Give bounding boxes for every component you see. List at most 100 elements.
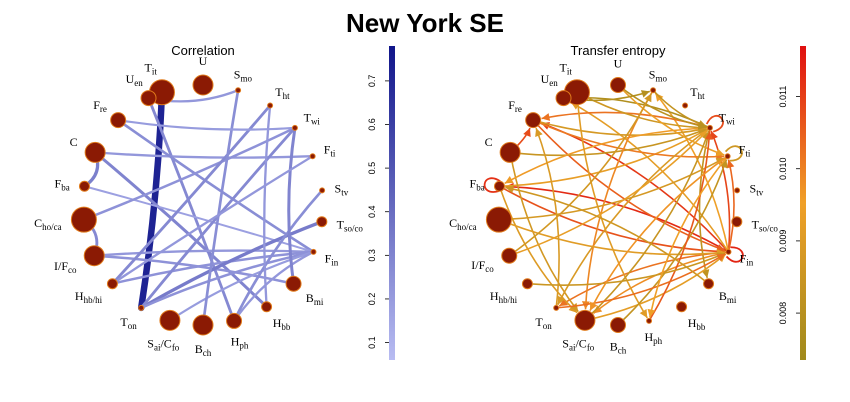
- label-base: H: [231, 335, 240, 349]
- transfer-edge-tit-hph-arrowhead: [639, 308, 648, 318]
- label-base: S: [562, 336, 569, 350]
- transfer-edge-bch-fti: [617, 159, 728, 326]
- label-base: C: [70, 135, 78, 149]
- transfer-node-bmi: [703, 278, 715, 290]
- transfer-node-u: [610, 77, 626, 93]
- transfer-label-fti: Fti: [739, 143, 751, 159]
- transfer-node-fti: [724, 153, 731, 160]
- correlation-node-sai-cfo: [159, 309, 181, 331]
- label-base: B: [719, 289, 727, 303]
- transfer-edge-c-sai-cfo: [509, 152, 579, 313]
- label-base: F: [55, 176, 62, 190]
- transfer-edge-ton-fin-arrowhead: [716, 253, 726, 262]
- transfer-edge-fin-smo: [654, 92, 730, 253]
- transfer-label-bmi: Bmi: [719, 289, 737, 305]
- correlation-edge-hph-fin: [232, 250, 315, 323]
- correlation-node-labels: TitUSmoThtTwiFtiStvTso/coFinBmiHbbHphBch…: [34, 54, 363, 358]
- transfer-entropy-nodes: [485, 77, 743, 333]
- label-base: S: [649, 68, 656, 82]
- correlation-edge-sai-cfo-fin: [168, 250, 315, 322]
- transfer-node-cho-ca: [485, 206, 512, 233]
- transfer-edge-ton-fin: [556, 253, 726, 309]
- label-base: S: [750, 181, 757, 195]
- correlation-label-smo: Smo: [234, 68, 253, 84]
- colorbar-tick-label: 0.3: [367, 249, 377, 262]
- correlation-edge-c-hbb: [93, 150, 269, 309]
- label-base: S: [147, 336, 154, 350]
- transfer-node-fre: [525, 112, 542, 129]
- transfer-edge-twi-ton-arrowhead: [557, 295, 565, 305]
- transfer-edge-fba-fba: [483, 177, 501, 193]
- colorbar-tick-label: 0.6: [367, 118, 377, 131]
- correlation-node-stv: [319, 187, 326, 194]
- transfer-label-fin: Fin: [740, 251, 754, 267]
- label-base: H: [688, 316, 697, 330]
- correlation-label-hph: Hph: [231, 335, 249, 351]
- transfer-edge-fre-fin: [532, 119, 726, 252]
- correlation-panel: Correlation TitUSmoThtTwiFtiStvTso/coFin…: [34, 43, 363, 358]
- transfer-label-tit: Tit: [560, 60, 573, 76]
- label-subscript: ai: [569, 342, 576, 352]
- correlation-label-u: U: [199, 54, 208, 68]
- transfer-edge-u-twi: [617, 84, 707, 128]
- correlation-label-bmi: Bmi: [306, 291, 324, 307]
- transfer-edge-i-fco-smo-arrowhead: [644, 93, 652, 103]
- transfer-entropy-colorbar: 0.008 0.009 0.010 0.011: [778, 46, 806, 360]
- label-subscript: co: [485, 264, 494, 274]
- transfer-edge-fba-sai-cfo: [498, 185, 578, 314]
- transfer-node-fba: [493, 180, 505, 192]
- correlation-label-fre: Fre: [93, 98, 107, 114]
- label-subscript: ba: [61, 182, 70, 192]
- transfer-label-tht: Tht: [690, 85, 705, 101]
- correlation-label-tso-co: Tso/co: [337, 217, 364, 233]
- label-base: U: [199, 54, 208, 68]
- transfer-node-hbb: [676, 301, 688, 313]
- transfer-edge-bch-fti-arrowhead: [720, 159, 728, 169]
- transfer-node-i-fco: [501, 247, 518, 264]
- transfer-edge-fin-twi-arrowhead: [710, 131, 718, 141]
- label-base: T: [275, 85, 283, 99]
- correlation-edges: [82, 88, 324, 327]
- label-subscript: mi: [727, 295, 737, 305]
- transfer-entropy-colorbar-ticks: 0.008 0.009 0.010 0.011: [778, 86, 800, 324]
- label-subscript: in: [331, 257, 339, 267]
- correlation-node-i-fco: [83, 245, 105, 267]
- correlation-edge-hhb-hi-tht: [111, 104, 272, 286]
- transfer-label-twi: Twi: [719, 110, 736, 126]
- correlation-node-ton: [138, 304, 145, 311]
- label-subscript: mo: [655, 74, 667, 84]
- transfer-edge-u-fti-arrowhead: [715, 148, 725, 157]
- label-base: H: [644, 330, 653, 344]
- correlation-node-tht: [267, 102, 274, 109]
- correlation-node-c: [84, 141, 106, 163]
- transfer-edge-fin-ton-arrowhead: [559, 298, 569, 307]
- correlation-node-fba: [78, 180, 90, 192]
- label-base: B: [610, 340, 618, 354]
- correlation-label-fba: Fba: [55, 176, 70, 192]
- colorbar-tick-label: 0.011: [778, 86, 788, 108]
- label-base: S: [234, 68, 241, 82]
- transfer-label-u: U: [614, 57, 623, 71]
- transfer-node-tso-co: [731, 216, 743, 228]
- correlation-label-hhb-hi: Hhb/hi: [75, 289, 103, 305]
- transfer-node-stv: [734, 187, 741, 194]
- colorbar-tick-label: 0.009: [778, 230, 788, 253]
- figure-title: New York SE: [346, 8, 504, 38]
- label-base: U: [126, 72, 135, 86]
- label-base: F: [508, 98, 515, 112]
- label-base: C: [449, 216, 457, 230]
- transfer-edge-c-fre-arrowhead: [523, 128, 531, 137]
- correlation-edge-ton-tso-co: [139, 220, 324, 310]
- correlation-label-tht: Tht: [275, 85, 290, 101]
- transfer-entropy-panel: Transfer entropy TitUSmoThtTwiFtiStvTso/…: [449, 43, 778, 356]
- label-base: C: [34, 216, 42, 230]
- colorbar-tick-label: 0.1: [367, 336, 377, 349]
- correlation-node-hbb: [261, 301, 273, 313]
- colorbar-tick-label: 0.010: [778, 157, 788, 180]
- correlation-node-cho-ca: [70, 206, 97, 233]
- label-subscript: ch: [203, 348, 212, 358]
- transfer-edge-ton-fre-arrowhead: [535, 128, 543, 138]
- transfer-edge-fti-sai-cfo-arrowhead: [590, 301, 598, 311]
- label-subscript: so/co: [344, 223, 363, 233]
- label-subscript: it: [152, 66, 158, 76]
